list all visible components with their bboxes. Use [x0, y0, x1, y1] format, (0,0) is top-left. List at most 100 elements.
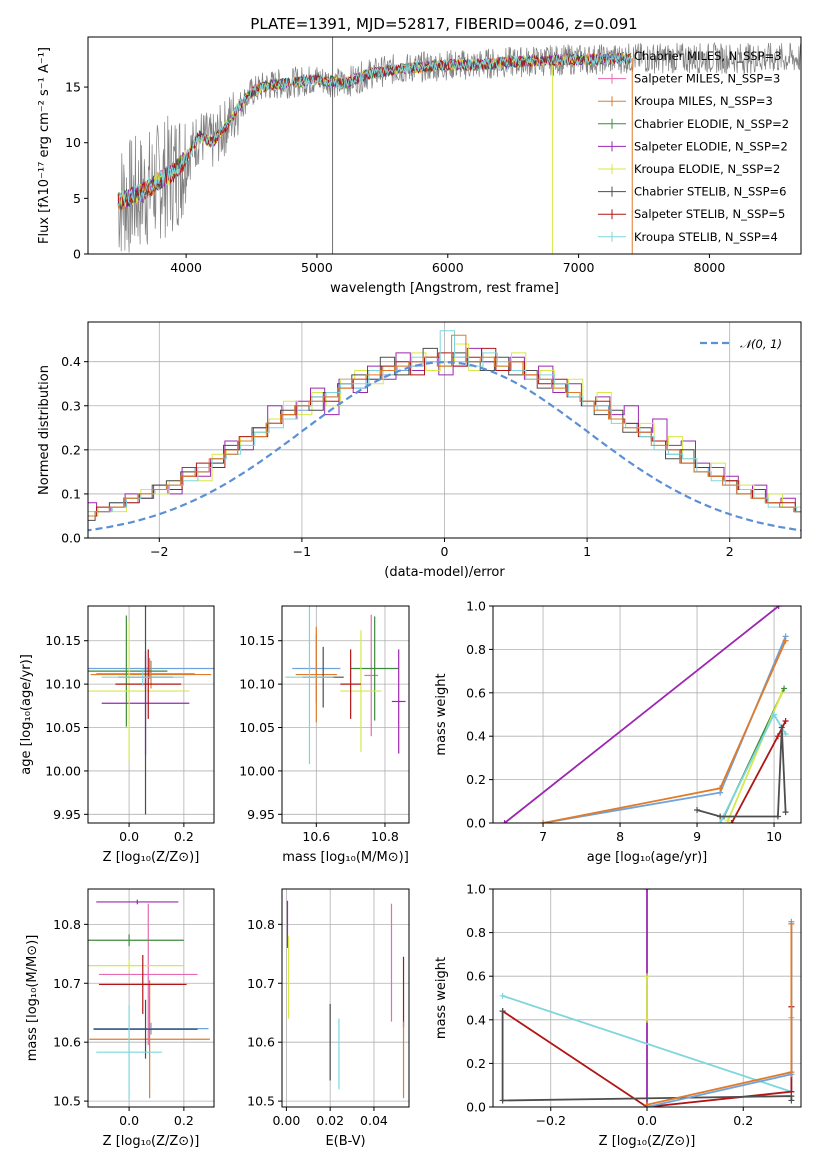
y-tick-label: 10.7: [247, 976, 275, 991]
series-salpeter-elodie-line: [504, 606, 780, 823]
series-marker: [644, 1016, 650, 1023]
axes-frame: [87, 36, 802, 255]
series-marker: [778, 724, 785, 731]
y-tick-label: 1.0: [466, 599, 486, 614]
series-marker: [717, 785, 724, 792]
y-tick-label: 0.6: [466, 685, 486, 700]
x-axis-title: E(B-V): [325, 1134, 365, 1149]
x-axis-title: Z [log₁₀(Z/Z⊙)]: [599, 1134, 696, 1149]
legend-entry: Chabrier STELIB, N_SSP=6: [634, 185, 786, 199]
axes-frame: [87, 605, 215, 824]
y-tick-label: 10.10: [45, 677, 81, 692]
x-tick-label: 10.6: [302, 829, 330, 844]
figure-title: PLATE=1391, MJD=52817, FIBERID=0046, z=0…: [250, 15, 637, 33]
model-spectrum-chabrier-stelib-line: [117, 52, 632, 211]
legend-entry: Chabrier ELODIE, N_SSP=2: [634, 117, 789, 131]
legend-entry: Kroupa STELIB, N_SSP=4: [634, 230, 778, 244]
plot-content: [285, 606, 406, 764]
series-marker: [501, 820, 508, 823]
series-marker: [782, 718, 789, 725]
massweight-vs-age-panel: 7 8 9 10 0.0 0.2 0.4 0.6 0.8 1.0 age [log₁₀(age/yr…: [434, 599, 802, 865]
plot-area: [88, 889, 214, 1107]
y-tick-label: 10.05: [45, 720, 81, 735]
series-marker: [774, 813, 781, 820]
x-tick-label: 0.2: [174, 1113, 194, 1128]
y-axis-title: Normed distribution: [37, 365, 52, 495]
x-axis-title: wavelength [Angstrom, rest frame]: [330, 281, 559, 296]
x-tick-label: −0.2: [536, 1113, 566, 1128]
y-tick-label: 10.5: [53, 1094, 81, 1109]
x-tick-label: 10: [766, 829, 782, 844]
plot-area: [282, 889, 409, 1107]
y-axis-title: mass weight: [434, 957, 449, 1039]
y-tick-label: 0.3: [61, 398, 81, 413]
plot-content: [117, 37, 801, 254]
plot-content: [499, 889, 795, 1107]
y-tick-label: 0.0: [61, 531, 81, 546]
x-tick-label: 0.02: [316, 1113, 344, 1128]
x-axis-title: (data-model)/error: [384, 565, 505, 580]
y-tick-label: 0.6: [466, 969, 486, 984]
axes-frame: [281, 605, 410, 824]
y-tick-label: 0.0: [466, 816, 486, 831]
series-marker: [788, 1097, 795, 1104]
x-tick-label: 1: [583, 544, 591, 559]
x-axis-title: age [log₁₀(age/yr)]: [587, 850, 708, 865]
y-tick-label: 5: [73, 191, 81, 206]
y-tick-label: 0.4: [466, 1012, 486, 1027]
series-marker: [782, 731, 789, 738]
series-marker: [782, 637, 789, 644]
series-marker: [781, 685, 788, 692]
series-marker: [540, 820, 547, 823]
x-tick-label: 6000: [432, 260, 464, 275]
x-axis-title: Z [log₁₀(Z/Z⊙)]: [103, 850, 200, 865]
y-tick-label: 1.0: [466, 882, 486, 897]
axes-frame: [492, 605, 802, 824]
y-tick-label: 0.2: [61, 442, 81, 457]
series-marker: [694, 806, 701, 813]
axes-frame: [281, 888, 410, 1108]
y-tick-label: 0.2: [466, 772, 486, 787]
x-tick-label: 0.00: [272, 1113, 300, 1128]
legend-entry: Chabrier MILES, N_SSP=3: [634, 49, 781, 63]
x-tick-label: −2: [150, 544, 168, 559]
y-axis-title: age [log₁₀(age/yr)]: [19, 654, 34, 775]
x-tick-label: 8: [616, 829, 624, 844]
series-marker: [771, 711, 778, 718]
series-marker: [717, 813, 724, 820]
y-tick-label: 0: [73, 247, 81, 262]
model-spectrum-chabrier-elodie-line: [117, 52, 632, 208]
series-marker: [728, 820, 735, 823]
axes-frame: [87, 888, 215, 1108]
x-tick-label: 0.04: [360, 1113, 388, 1128]
legend-entry: Salpeter ELODIE, N_SSP=2: [634, 139, 788, 153]
x-axis-title: Z [log₁₀(Z/Z⊙)]: [103, 1134, 200, 1149]
y-tick-label: 10.8: [247, 917, 275, 932]
series-marker: [774, 733, 781, 740]
y-tick-label: 0.4: [466, 729, 486, 744]
series-marker: [499, 1008, 506, 1015]
series-marker: [788, 1069, 795, 1076]
plot-area: [282, 606, 409, 823]
y-tick-label: 10.00: [239, 763, 275, 778]
mass-vs-metallicity-panel: 0.0 0.2 10.5 10.6 10.7 10.8 Z [log₁₀(Z/Z⊙)] mas…: [25, 888, 215, 1149]
plot-content: [286, 900, 405, 1099]
plot-area: [493, 606, 801, 823]
observed-spectrum-line: [117, 41, 801, 253]
gauss-legend-label: 𝒩(0, 1): [740, 337, 782, 351]
y-tick-label: 0.1: [61, 486, 81, 501]
x-tick-label: 0.0: [637, 1113, 657, 1128]
series-marker: [717, 820, 724, 823]
y-axis-title: mass [log₁₀(M/M⊙)]: [25, 935, 40, 1062]
x-tick-label: 5000: [301, 260, 333, 275]
y-axis-title: mass weight: [434, 673, 449, 755]
model-spectrum-kroupa-stelib-line: [117, 53, 632, 208]
y-tick-label: 10.8: [53, 917, 81, 932]
age-vs-mass-panel: 10.6 10.8 9.95 10.00 10.05 10.10 10.15 mass [lo…: [239, 605, 410, 865]
y-tick-label: 10: [65, 135, 81, 150]
x-tick-label: 0.0: [119, 829, 139, 844]
series-marker: [788, 920, 795, 927]
x-tick-label: 0.0: [119, 1113, 139, 1128]
plot-content: [501, 606, 789, 823]
y-tick-label: 10.5: [247, 1094, 275, 1109]
